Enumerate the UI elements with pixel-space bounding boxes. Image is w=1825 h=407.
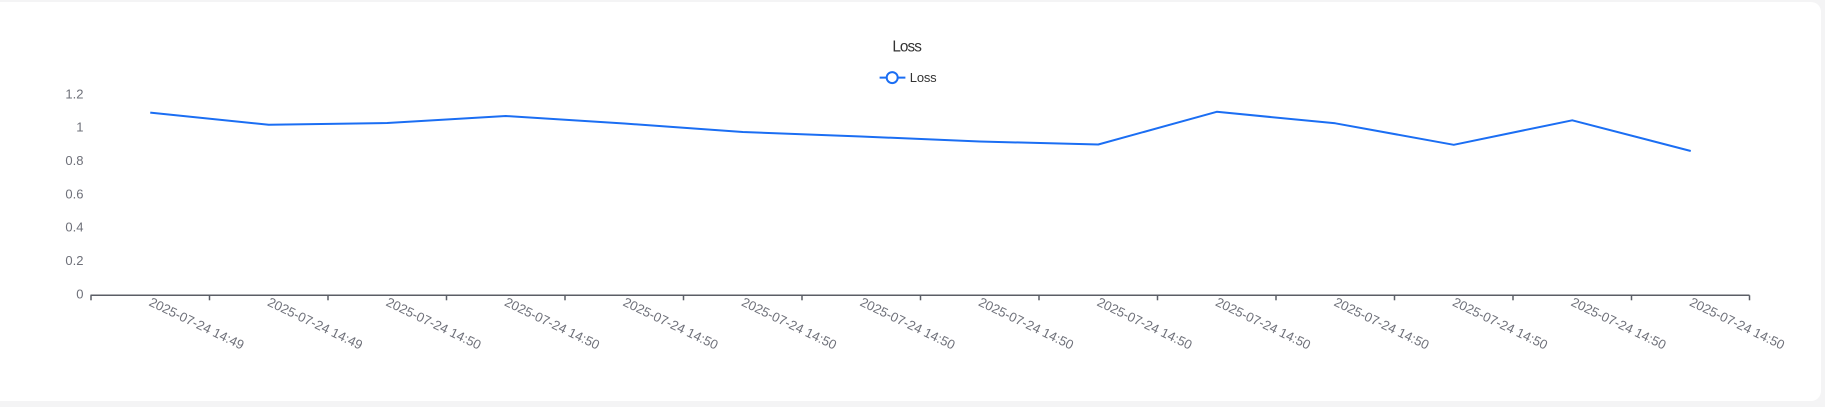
- svg-text:2025-07-24 14:50: 2025-07-24 14:50: [621, 294, 721, 352]
- svg-text:2025-07-24 14:50: 2025-07-24 14:50: [1569, 294, 1669, 352]
- svg-text:0.2: 0.2: [65, 253, 83, 268]
- svg-text:2025-07-24 14:50: 2025-07-24 14:50: [502, 294, 602, 352]
- svg-text:2025-07-24 14:50: 2025-07-24 14:50: [976, 294, 1076, 352]
- svg-text:2025-07-24 14:49: 2025-07-24 14:49: [265, 294, 365, 352]
- svg-text:1.2: 1.2: [65, 86, 83, 101]
- svg-text:2025-07-24 14:50: 2025-07-24 14:50: [384, 294, 484, 352]
- svg-text:0.6: 0.6: [65, 186, 83, 201]
- svg-text:2025-07-24 14:50: 2025-07-24 14:50: [739, 294, 839, 352]
- svg-text:0.8: 0.8: [65, 153, 83, 168]
- svg-text:Loss: Loss: [892, 39, 922, 56]
- svg-text:1: 1: [76, 120, 83, 135]
- svg-text:0.4: 0.4: [65, 220, 83, 235]
- svg-text:2025-07-24 14:50: 2025-07-24 14:50: [1332, 294, 1432, 352]
- svg-text:2025-07-24 14:50: 2025-07-24 14:50: [1450, 294, 1550, 352]
- svg-text:2025-07-24 14:50: 2025-07-24 14:50: [858, 294, 958, 352]
- svg-text:2025-07-24 14:50: 2025-07-24 14:50: [1213, 294, 1313, 352]
- svg-text:0: 0: [76, 286, 83, 301]
- svg-text:Loss: Loss: [910, 70, 937, 85]
- svg-text:2025-07-24 14:50: 2025-07-24 14:50: [1095, 294, 1195, 352]
- svg-text:2025-07-24 14:49: 2025-07-24 14:49: [147, 294, 247, 352]
- svg-text:2025-07-24 14:50: 2025-07-24 14:50: [1687, 294, 1787, 352]
